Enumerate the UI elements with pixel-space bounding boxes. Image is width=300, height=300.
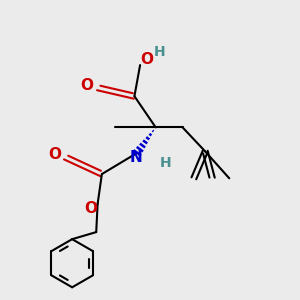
Text: N: N (130, 150, 142, 165)
Text: H: H (154, 45, 165, 59)
Text: O: O (80, 78, 93, 93)
Text: O: O (141, 52, 154, 67)
Text: H: H (160, 156, 171, 170)
Text: O: O (48, 147, 61, 162)
Text: O: O (84, 201, 97, 216)
